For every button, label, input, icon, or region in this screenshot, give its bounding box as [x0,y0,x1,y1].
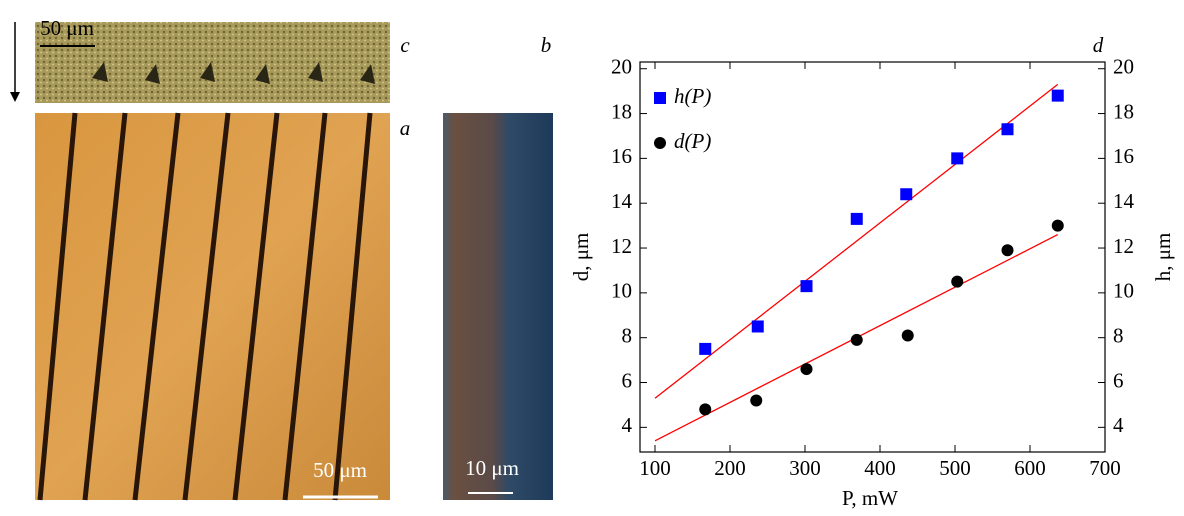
plot-frame [639,61,1106,453]
y-tick-label: 8 [622,324,633,348]
point [800,363,813,376]
fit-line [654,83,1059,399]
scale-bar-label: 50 μm [40,16,94,40]
image-a [35,113,390,500]
y2-tick-label: 18 [1113,99,1134,123]
point [750,394,763,407]
x-tick-label: 300 [789,456,821,480]
legend-marker [654,137,666,149]
y-tick-label: 20 [611,55,632,79]
x-tick-label: 700 [1089,456,1121,480]
y2-tick-label: 6 [1113,368,1124,392]
y2-tick-label: 14 [1113,189,1135,213]
point [951,152,964,165]
point [800,280,813,293]
point [901,329,914,342]
y-tick-label: 12 [611,234,632,258]
point [1001,123,1014,136]
point [850,212,863,225]
y-tick-label: 14 [611,189,633,213]
y-axis-label: d, μm [569,233,593,282]
y2-tick-label: 8 [1113,324,1124,348]
point [1001,244,1014,257]
y2-tick-label: 4 [1113,413,1124,437]
point [1051,89,1064,102]
point [1051,219,1064,232]
y-tick-label: 18 [611,99,632,123]
x-tick-label: 500 [939,456,971,480]
point [699,342,712,355]
panel-label: b [541,33,552,57]
arrow-head [10,92,20,102]
panel-label: a [400,116,411,140]
pits [92,62,375,84]
x-tick-label: 200 [714,456,746,480]
y-tick-label: 6 [622,368,633,392]
y2-tick-label: 10 [1113,279,1134,303]
point [751,320,764,333]
point [900,188,913,201]
image-c [35,22,390,103]
tracks [37,112,373,501]
point [699,403,712,416]
y2-tick-label: 20 [1113,55,1134,79]
scale-bar-label: 50 μm [313,458,367,482]
x-tick-label: 600 [1014,456,1046,480]
x-tick-label: 400 [864,456,896,480]
point [850,333,863,346]
scale-bar-label: 10 μm [465,456,519,480]
legend-marker [654,92,666,104]
point [951,275,964,288]
y-tick-label: 4 [622,413,633,437]
y2-tick-label: 16 [1113,144,1134,168]
image-b [443,113,553,500]
legend-label: d(P) [674,129,711,153]
y-tick-label: 10 [611,279,632,303]
y2-tick-label: 12 [1113,234,1134,258]
x-axis-label: P, mW [842,486,898,510]
panel-label: c [400,33,410,57]
y2-axis-label: h, μm [1151,233,1175,282]
panel-label: d [1093,33,1104,57]
x-tick-label: 100 [639,456,671,480]
y-tick-label: 16 [611,144,632,168]
legend-label: h(P) [674,84,711,108]
